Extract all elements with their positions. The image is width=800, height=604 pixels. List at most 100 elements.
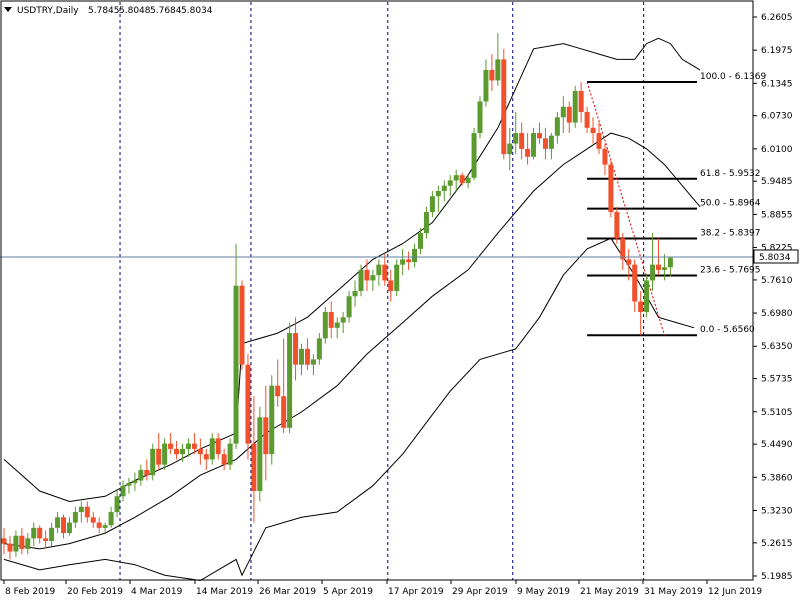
ohlc-close: 5.8034 [181,6,213,16]
candle-body [191,443,197,449]
fib-level-label: 61.8 - 5.9532 [700,169,761,179]
candle [667,256,673,277]
candle [608,159,614,218]
y-tick-label: 6.2605 [761,13,793,23]
candle-body [394,264,400,291]
candle-body [376,264,382,276]
candle [162,438,168,470]
candle [429,190,435,218]
candle [406,251,412,270]
candle [644,275,650,318]
x-tick-label: 9 May 2019 [517,587,570,597]
candle [340,312,346,334]
candle-body [257,417,263,491]
candle-body [650,264,656,281]
candle [150,443,156,481]
candle-body [346,296,352,318]
candle [537,122,542,144]
candle [328,301,334,339]
candle [310,354,316,376]
fib-trendline [586,81,665,336]
candle-body [334,322,340,328]
candle-body [412,248,418,263]
candle [507,127,513,170]
x-tick-label: 31 May 2019 [644,587,703,597]
candle-body [382,264,388,281]
candle-body [501,59,507,155]
candle-body [447,180,453,186]
x-tick-label: 29 Apr 2019 [452,587,508,597]
candle [513,112,519,155]
candle [304,338,310,370]
candle-body [590,127,596,134]
candle [352,280,358,307]
candle [531,127,537,160]
fib-level-label: 50.0 - 5.8964 [700,199,761,209]
candle [245,354,251,460]
candle [334,317,340,339]
candle-body [531,133,537,157]
candle-body [108,512,114,526]
candle [185,438,191,457]
candle-body [49,527,55,541]
candle-body [269,385,275,455]
fib-level-label: 23.6 - 5.7695 [700,265,761,275]
bollinger-lower-band [3,237,695,582]
candle [632,259,638,313]
candle [275,359,281,407]
candle [620,233,626,270]
candle [554,112,560,144]
candle [394,259,400,297]
candle-body [227,443,233,465]
candle-body [90,517,96,523]
candle [239,280,245,370]
candle-body [281,396,287,428]
candle-body [489,69,495,81]
candle-body [215,438,221,455]
candle [156,433,162,470]
candle [483,59,489,107]
symbol-label: USDTRY,Daily [17,6,79,16]
bollinger-middle-band [3,132,701,550]
x-tick-label: 8 Feb 2019 [5,587,56,597]
candle-body [13,535,19,552]
candle [602,143,608,176]
candle [388,269,394,302]
candle [90,512,96,528]
candle [37,525,43,544]
candle [215,433,221,460]
candle [477,96,483,139]
candle [322,306,328,344]
candle-body [429,196,435,213]
candle-body [96,522,102,528]
y-tick-label: 5.8225 [761,244,793,254]
candle [638,290,644,336]
fib-level-label: 0.0 - 5.6560 [700,325,755,335]
y-tick-label: 5.2615 [761,539,793,549]
candle-body [513,133,519,144]
collapse-triangle-icon[interactable] [4,7,12,12]
candle [412,243,418,268]
candle [590,117,596,144]
candle-body [221,454,227,465]
candle-body [465,177,471,184]
x-tick-label: 5 Apr 2019 [323,587,373,597]
candle [495,33,501,86]
candle [72,506,78,528]
candle-body [275,385,281,397]
candle-body [400,259,406,265]
candle-body [453,175,459,181]
ohlc-open: 5.7845 [88,6,120,16]
candle [447,175,453,197]
candle [144,459,150,481]
x-tick-label: 12 Jun 2019 [708,587,762,597]
candle-body [299,348,304,365]
candle-body [31,527,37,539]
y-tick-label: 5.3230 [761,506,793,516]
candle [423,206,429,239]
y-tick-label: 6.0730 [761,112,793,122]
candle-body [370,275,376,281]
candle-body [328,312,334,328]
y-tick-label: 5.6980 [761,309,793,319]
